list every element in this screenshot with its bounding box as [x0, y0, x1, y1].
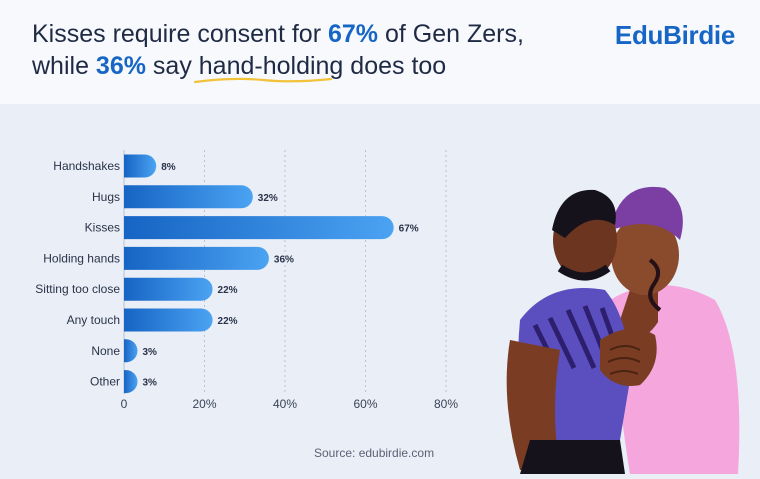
category-label: Hugs [92, 190, 120, 204]
bar-chart: 0 20% 40% 60% 80% Handshakes 8% Hugs 32% Kisses 67… [35, 150, 458, 411]
title-underlined-phrase: hand-holding [193, 50, 344, 84]
chart-area: 0 20% 40% 60% 80% Handshakes 8% Hugs 32% Kisses 67… [0, 104, 500, 474]
x-tick-label: 80% [434, 397, 458, 411]
title-text-5: does too [343, 52, 447, 80]
x-tick-label: 40% [273, 397, 297, 411]
source-note: Source: edubirdie.com [314, 446, 435, 460]
title-underlined-text: hand-holding [198, 52, 344, 80]
couple-illustration [506, 186, 740, 474]
data-label: 22% [218, 316, 238, 327]
bar [124, 370, 138, 394]
category-label: Other [90, 375, 120, 389]
bar [124, 339, 138, 363]
bar [124, 277, 213, 301]
bar [124, 154, 157, 178]
category-label: Handshakes [53, 159, 120, 173]
category-label: None [91, 344, 120, 358]
title-text-2: of Gen Zers, [378, 20, 524, 48]
data-label: 8% [161, 162, 176, 173]
x-tick-label: 0 [121, 397, 128, 411]
data-label: 67% [399, 224, 419, 235]
x-tick-label: 20% [192, 397, 216, 411]
category-label: Any touch [67, 313, 120, 327]
category-label: Kisses [85, 221, 120, 235]
data-label: 32% [258, 193, 278, 204]
data-label: 22% [218, 285, 238, 296]
page-title: Kisses require consent for 67% of Gen Ze… [32, 18, 572, 84]
category-label: Holding hands [43, 251, 120, 265]
x-tick-label: 60% [353, 397, 377, 411]
title-text-3: while [32, 52, 96, 80]
title-text-1: Kisses require consent for [32, 20, 328, 48]
data-label: 36% [274, 254, 294, 265]
bar [124, 185, 253, 209]
title-highlight-hand-holding: 36% [95, 52, 146, 80]
bar [124, 308, 213, 332]
data-label: 3% [143, 378, 158, 389]
underline-swoosh [193, 77, 332, 84]
bar [124, 246, 269, 270]
bar [124, 216, 394, 240]
header: Kisses require consent for 67% of Gen Ze… [0, 0, 760, 104]
data-label: 3% [143, 347, 158, 358]
category-label: Sitting too close [35, 282, 120, 296]
brand-logo[interactable]: EduBirdie [614, 20, 735, 50]
title-highlight-kisses: 67% [327, 20, 379, 48]
title-text-4: say [145, 52, 199, 80]
